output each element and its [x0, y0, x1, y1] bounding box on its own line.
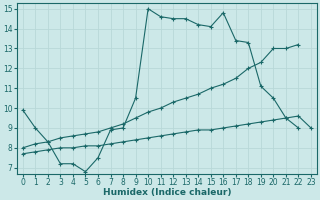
- X-axis label: Humidex (Indice chaleur): Humidex (Indice chaleur): [103, 188, 231, 197]
